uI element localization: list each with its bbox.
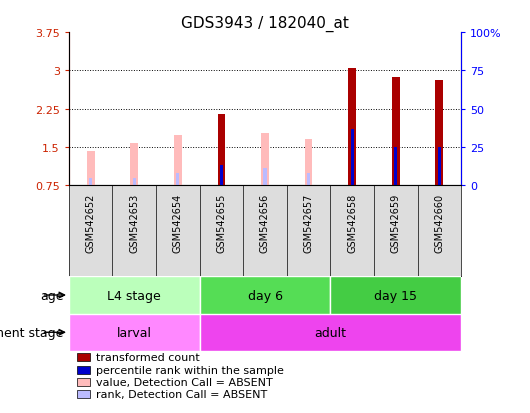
Bar xyxy=(200,277,330,314)
Bar xyxy=(77,390,91,399)
Bar xyxy=(220,166,223,186)
Text: GSM542658: GSM542658 xyxy=(347,193,357,252)
Bar xyxy=(89,178,92,186)
Bar xyxy=(130,144,138,186)
Text: development stage: development stage xyxy=(0,326,64,339)
Bar xyxy=(132,178,136,186)
Bar xyxy=(305,140,313,186)
Bar xyxy=(87,151,95,186)
Bar xyxy=(330,277,461,314)
Text: transformed count: transformed count xyxy=(96,352,200,362)
Bar xyxy=(392,78,400,186)
Text: value, Detection Call = ABSENT: value, Detection Call = ABSENT xyxy=(96,377,273,387)
Text: GSM542656: GSM542656 xyxy=(260,193,270,252)
Text: adult: adult xyxy=(314,326,347,339)
Bar xyxy=(438,148,441,186)
Bar xyxy=(435,81,443,186)
Bar xyxy=(176,173,179,186)
Text: larval: larval xyxy=(117,326,152,339)
Bar xyxy=(217,114,225,186)
Bar xyxy=(394,148,398,186)
Bar xyxy=(77,366,91,374)
Bar xyxy=(351,129,354,186)
Text: GSM542660: GSM542660 xyxy=(434,193,444,252)
Bar xyxy=(69,277,200,314)
Text: L4 stage: L4 stage xyxy=(108,289,161,302)
Text: day 15: day 15 xyxy=(374,289,417,302)
Text: rank, Detection Call = ABSENT: rank, Detection Call = ABSENT xyxy=(96,389,268,399)
Text: GSM542655: GSM542655 xyxy=(216,193,226,252)
Text: percentile rank within the sample: percentile rank within the sample xyxy=(96,365,284,375)
Text: GSM542653: GSM542653 xyxy=(129,193,139,252)
Text: GSM542654: GSM542654 xyxy=(173,193,183,252)
Text: GSM542652: GSM542652 xyxy=(86,193,96,252)
Bar xyxy=(348,69,356,186)
Text: age: age xyxy=(40,289,64,302)
Text: GSM542657: GSM542657 xyxy=(304,193,314,252)
Bar xyxy=(77,353,91,361)
Text: GSM542659: GSM542659 xyxy=(391,193,401,252)
Bar xyxy=(200,314,461,351)
Bar xyxy=(261,134,269,186)
Bar xyxy=(77,378,91,386)
Bar xyxy=(263,169,267,186)
Bar xyxy=(69,314,200,351)
Bar xyxy=(174,136,182,186)
Title: GDS3943 / 182040_at: GDS3943 / 182040_at xyxy=(181,16,349,32)
Text: day 6: day 6 xyxy=(248,289,282,302)
Bar xyxy=(307,173,310,186)
